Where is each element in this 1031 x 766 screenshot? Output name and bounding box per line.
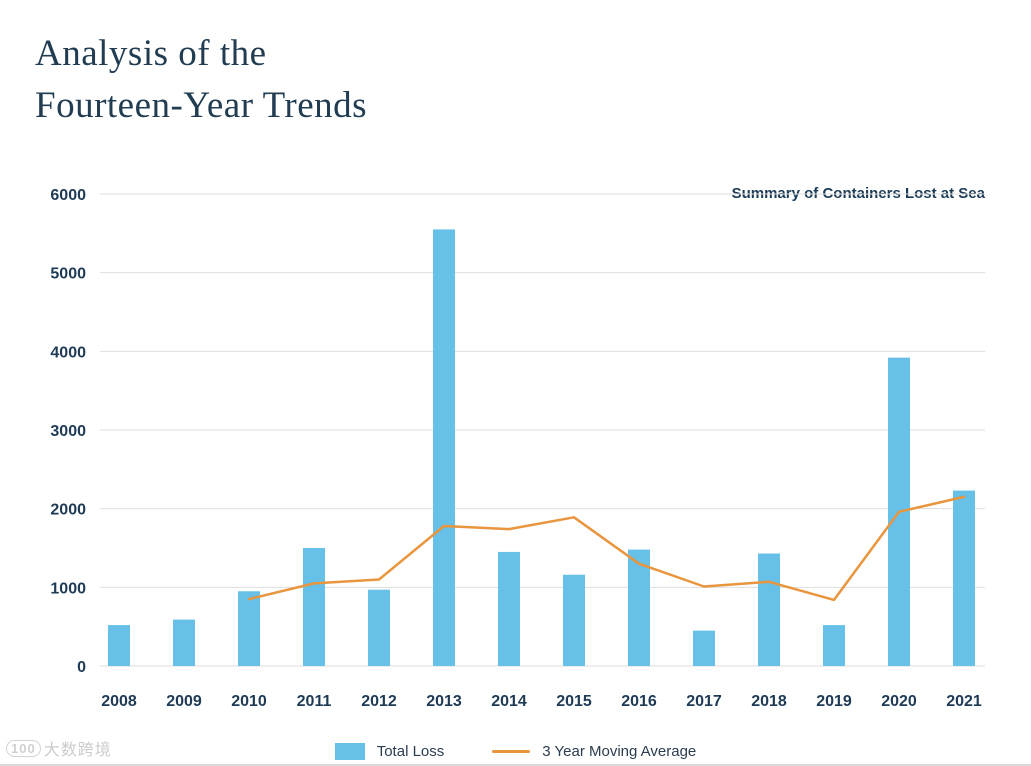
xtick-2015: 2015 — [556, 693, 592, 710]
xtick-2020: 2020 — [881, 693, 917, 710]
bar-2019 — [823, 625, 845, 666]
xtick-2021: 2021 — [946, 693, 982, 710]
legend-item-moving-average: 3 Year Moving Average — [492, 743, 696, 760]
xtick-2010: 2010 — [231, 693, 267, 710]
ytick-6000: 6000 — [50, 187, 86, 204]
page-title-line2: Fourteen-Year Trends — [35, 85, 368, 126]
bar-2010 — [238, 591, 260, 666]
legend-swatch-line — [492, 750, 531, 753]
ytick-2000: 2000 — [50, 502, 86, 519]
legend-label-total-loss: Total Loss — [376, 743, 445, 760]
ytick-4000: 4000 — [50, 344, 86, 361]
bottom-divider — [0, 764, 1031, 766]
ytick-0: 0 — [77, 659, 86, 676]
xtick-2011: 2011 — [297, 693, 332, 710]
bar-2016 — [628, 549, 650, 666]
bar-2013 — [433, 229, 455, 666]
moving-average-line — [247, 495, 966, 602]
xtick-2008: 2008 — [101, 693, 137, 710]
legend-swatch-bar — [334, 743, 365, 760]
xtick-2018: 2018 — [751, 693, 787, 710]
bar-2008 — [108, 625, 130, 666]
ytick-1000: 1000 — [50, 580, 86, 597]
watermark-text: 大数跨境 — [43, 742, 112, 759]
xtick-2017: 2017 — [686, 693, 722, 710]
xtick-2012: 2012 — [361, 693, 397, 710]
chart-legend: Total Loss 3 Year Moving Average — [0, 743, 1031, 760]
bar-2018 — [758, 553, 780, 666]
bar-2021 — [953, 490, 975, 666]
xtick-2014: 2014 — [491, 693, 527, 710]
legend-item-total-loss: Total Loss — [334, 743, 445, 760]
bar-2011 — [303, 548, 325, 666]
bar-2009 — [173, 619, 195, 666]
ytick-5000: 5000 — [50, 266, 86, 283]
page-title-line1: Analysis of the — [35, 33, 267, 74]
bar-2012 — [368, 589, 390, 666]
bar-2015 — [563, 574, 585, 666]
watermark: 100 大数跨境 — [6, 736, 112, 760]
xtick-2013: 2013 — [426, 693, 462, 710]
xtick-2009: 2009 — [166, 693, 202, 710]
page-title: Analysis of the Fourteen-Year Trends — [35, 28, 367, 132]
bar-2014 — [498, 551, 520, 666]
xtick-2016: 2016 — [621, 693, 657, 710]
xtick-2019: 2019 — [816, 693, 852, 710]
legend-label-moving-average: 3 Year Moving Average — [542, 743, 697, 760]
watermark-logo: 100 — [6, 739, 41, 757]
ytick-3000: 3000 — [50, 423, 86, 440]
bar-2017 — [693, 630, 715, 666]
